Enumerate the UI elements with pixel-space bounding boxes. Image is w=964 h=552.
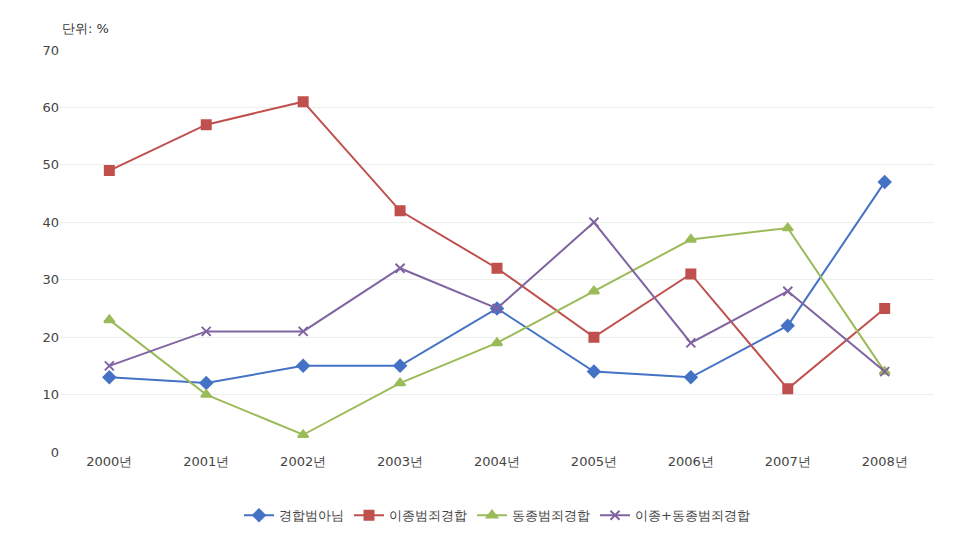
svg-text:이종범죄경합: 이종범죄경합 [389,508,467,523]
svg-text:0: 0 [51,445,59,460]
svg-text:단위: %: 단위: % [62,21,109,36]
svg-text:2003년: 2003년 [377,454,423,469]
svg-text:동종범죄경합: 동종범죄경합 [512,508,590,523]
svg-text:2002년: 2002년 [280,454,326,469]
svg-text:2007년: 2007년 [765,454,811,469]
svg-text:이종+동종범죄경합: 이종+동종범죄경합 [635,508,750,523]
svg-text:2005년: 2005년 [571,454,617,469]
svg-text:20: 20 [42,330,59,345]
svg-text:2000년: 2000년 [86,454,132,469]
svg-text:70: 70 [42,43,59,58]
svg-text:10: 10 [42,387,59,402]
svg-text:60: 60 [42,100,59,115]
svg-text:2006년: 2006년 [668,454,714,469]
svg-text:2001년: 2001년 [183,454,229,469]
svg-text:2004년: 2004년 [474,454,520,469]
svg-text:50: 50 [42,157,59,172]
svg-text:경합범아님: 경합범아님 [279,508,344,523]
svg-text:40: 40 [42,215,59,230]
svg-text:30: 30 [42,272,59,287]
svg-text:2008년: 2008년 [862,454,908,469]
